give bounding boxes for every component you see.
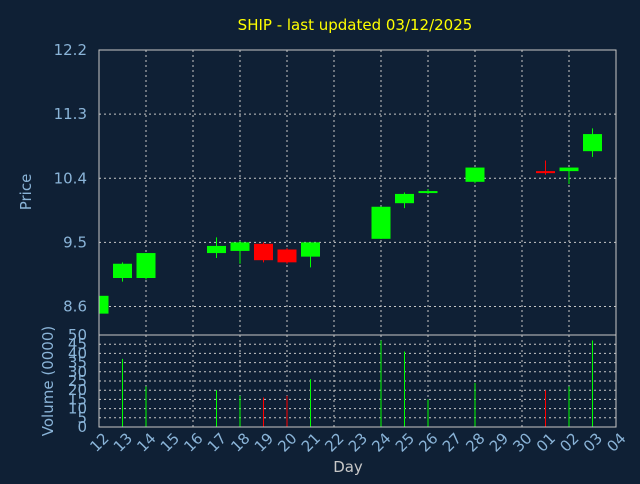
volume-tick-label: 30 [68,363,87,381]
volume-tick-label: 15 [68,390,87,408]
chart-title: SHIP - last updated 03/12/2025 [238,16,473,34]
volume-tick-label: 10 [68,400,87,418]
volume-tick-label: 5 [77,409,87,427]
candle-body [113,263,132,278]
volume-axis-label: Volume (0000) [39,326,57,436]
candle-body [136,253,156,278]
candle-body [559,167,579,172]
candle-body [395,193,414,204]
candle-body [99,295,109,314]
volume-tick-label: 45 [68,335,87,353]
candle-body [230,242,250,251]
price-tick-label: 12.2 [54,41,87,59]
candle-body [371,206,391,239]
price-tick-labels: 12.2 11.3 10.4 9.5 8.6 [54,41,87,316]
volume-tick-label: 40 [68,344,87,362]
candle-body [207,245,226,254]
price-tick-label: 10.4 [54,169,87,187]
price-axis-label: Price [17,174,35,211]
price-tick-label: 11.3 [54,105,87,123]
volume-tick-label: 20 [68,381,87,399]
volume-tick-label: 25 [68,372,87,390]
price-grid [99,50,616,335]
volume-plot-frame [98,334,617,428]
volume-tick-label: 50 [68,326,87,344]
volume-tick-label: 35 [68,354,87,372]
x-axis-label: Day [333,458,363,476]
price-tick-label: 8.6 [63,298,87,316]
candle-body [583,134,602,152]
candle-body [301,242,320,257]
volume-tick-label: 0 [77,418,87,436]
candle-body [418,191,438,194]
price-tick-label: 9.5 [63,233,87,251]
volume-series [122,340,593,427]
x-tick-labels: 1213141516171819202122232425262728293001… [86,429,629,455]
candle-body [277,249,297,263]
candle-body [465,167,485,182]
candle-body [536,171,555,174]
candle-body [254,243,273,261]
candlestick-series [98,128,602,318]
